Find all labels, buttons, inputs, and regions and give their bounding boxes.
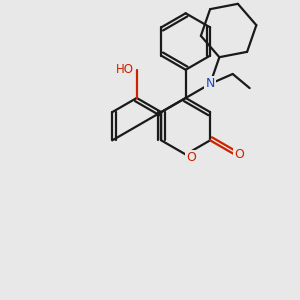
Text: O: O — [234, 148, 244, 161]
Text: HO: HO — [116, 63, 134, 76]
Text: O: O — [187, 151, 196, 164]
Text: N: N — [206, 77, 215, 90]
